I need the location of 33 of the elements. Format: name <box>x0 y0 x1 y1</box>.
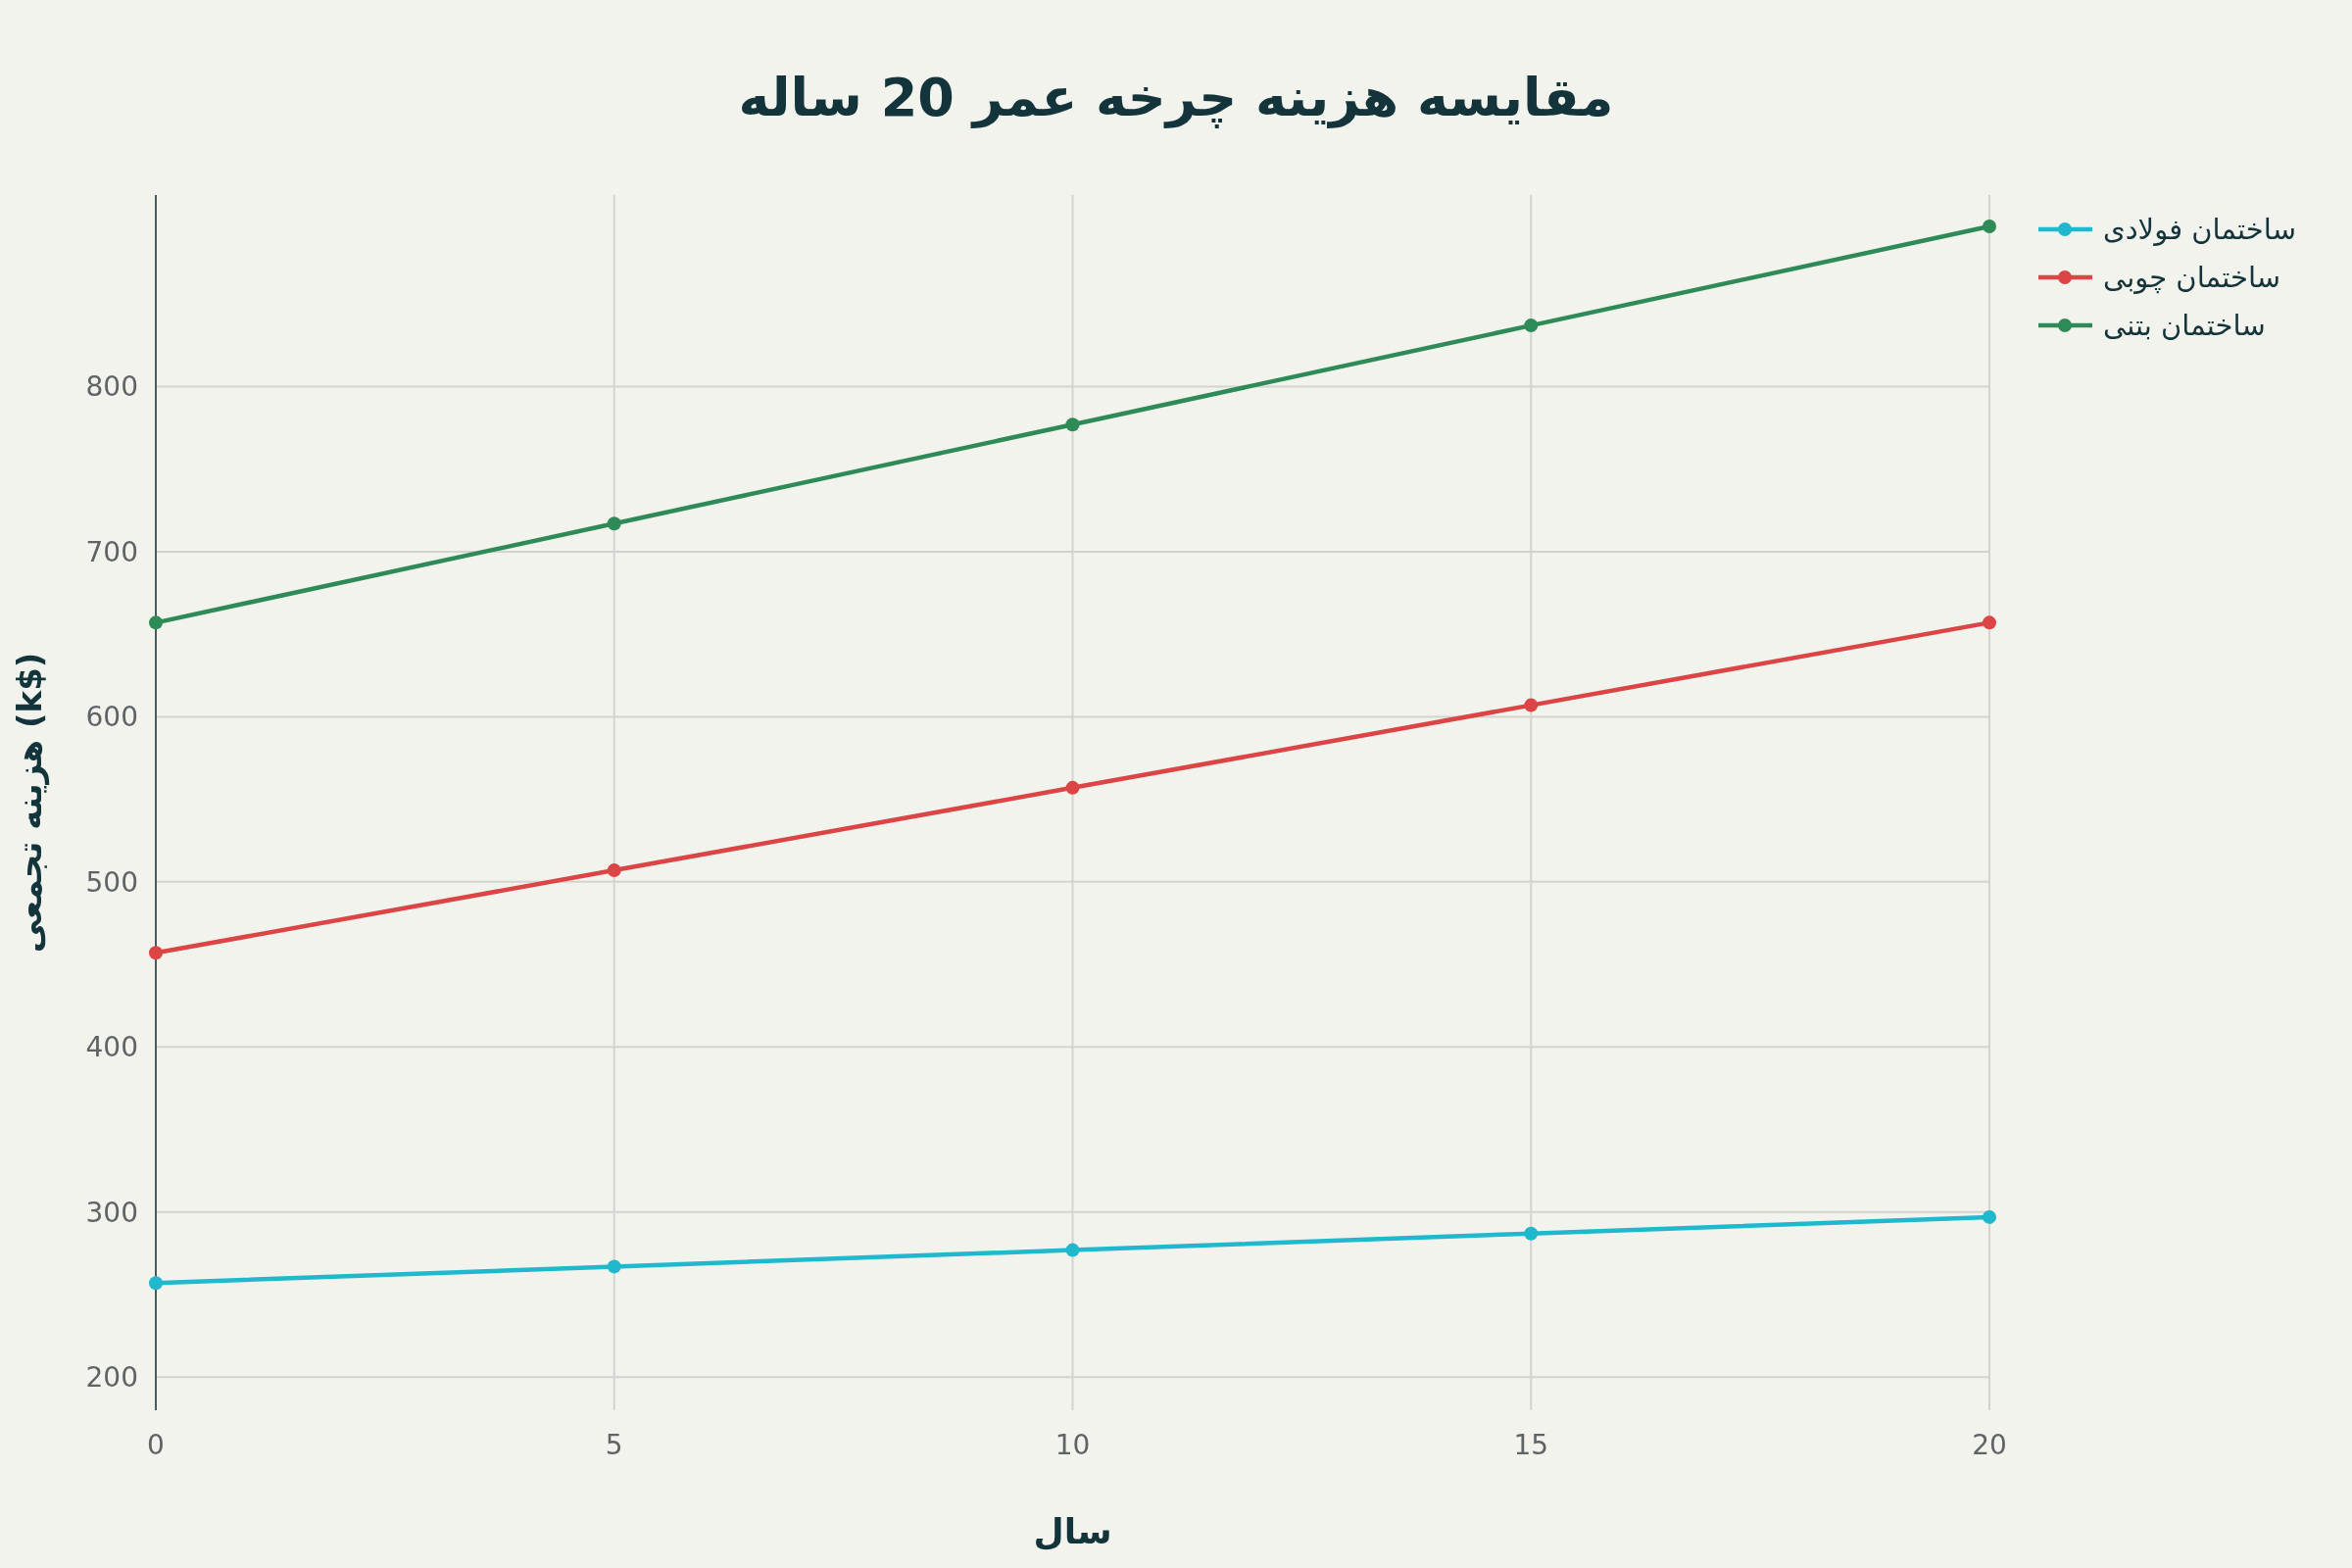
chart-title: مقایسه هزینه چرخه عمر 20 ساله <box>738 67 1614 128</box>
point <box>1524 1226 1539 1241</box>
x-tick-label: 15 <box>1513 1429 1549 1461</box>
x-tick-label: 0 <box>147 1429 165 1461</box>
y-tick-label: 200 <box>85 1361 138 1395</box>
point <box>149 615 163 630</box>
point <box>1983 1209 1996 1224</box>
point <box>1065 417 1080 432</box>
y-axis-title: هزینه تجمعی (k$) <box>10 652 50 954</box>
point <box>1983 615 1996 630</box>
point <box>607 516 621 531</box>
legend-label: ساختمان فولادی <box>2103 213 2296 246</box>
x-axis-title: سال <box>1033 1511 1112 1551</box>
y-tick-label: 700 <box>85 535 138 568</box>
point <box>1983 220 1996 234</box>
point <box>1065 780 1080 795</box>
point <box>149 1276 163 1291</box>
y-tick-label: 600 <box>85 701 138 734</box>
point <box>607 863 621 878</box>
legend-label: ساختمان بتنی <box>2103 309 2266 342</box>
point <box>149 946 163 960</box>
point <box>607 1259 621 1274</box>
y-tick-label: 500 <box>85 865 138 899</box>
point <box>1065 1243 1080 1257</box>
x-tick-label: 10 <box>1054 1429 1091 1461</box>
x-tick-label: 20 <box>1972 1429 2007 1461</box>
y-tick-label: 400 <box>85 1031 138 1064</box>
point <box>1524 318 1539 333</box>
y-tick-label: 800 <box>85 370 138 404</box>
y-tick-label: 300 <box>85 1196 138 1229</box>
point <box>1524 698 1539 712</box>
x-tick-label: 5 <box>605 1429 623 1461</box>
legend-label: ساختمان چوبی <box>2103 261 2281 294</box>
